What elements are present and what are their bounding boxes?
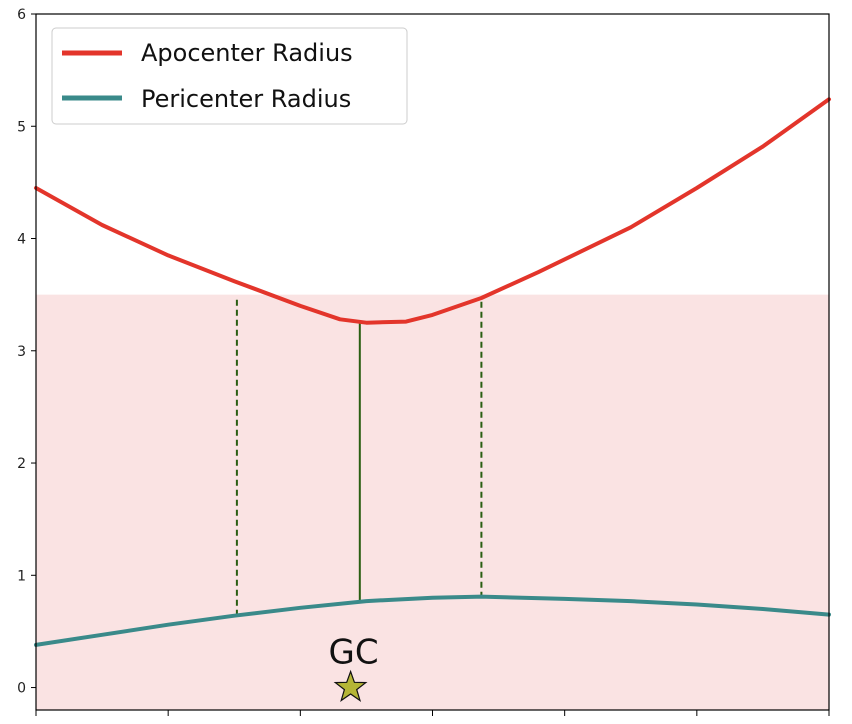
y-tick-label-2: 2 — [17, 456, 26, 472]
series-line-pericenter-radius — [34, 594, 831, 647]
vertical-lines-layer — [235, 298, 483, 616]
shaded-region — [36, 294, 829, 710]
y-tick-label-3: 3 — [17, 344, 26, 360]
y-tick-label-6: 6 — [17, 7, 26, 23]
y-tick-label-1: 1 — [17, 568, 26, 584]
shaded-region-layer — [36, 294, 829, 710]
series-layer — [34, 97, 831, 647]
y-tick-label-5: 5 — [17, 119, 26, 135]
annotation-label: GC — [329, 633, 379, 673]
legend: Apocenter Radius Pericenter Radius — [51, 27, 408, 125]
legend-box — [51, 27, 408, 125]
y-tick-label-0: 0 — [17, 681, 26, 697]
legend-label-pericenter: Pericenter Radius — [141, 85, 351, 113]
axes-layer: 0 1 2 3 4 5 6 — [17, 7, 830, 716]
y-tick-label-4: 4 — [17, 232, 26, 248]
annotation-layer: GC — [329, 633, 379, 702]
legend-label-apocenter: Apocenter Radius — [141, 39, 353, 67]
series-line-apocenter-radius — [34, 97, 831, 325]
star-marker — [333, 669, 368, 702]
